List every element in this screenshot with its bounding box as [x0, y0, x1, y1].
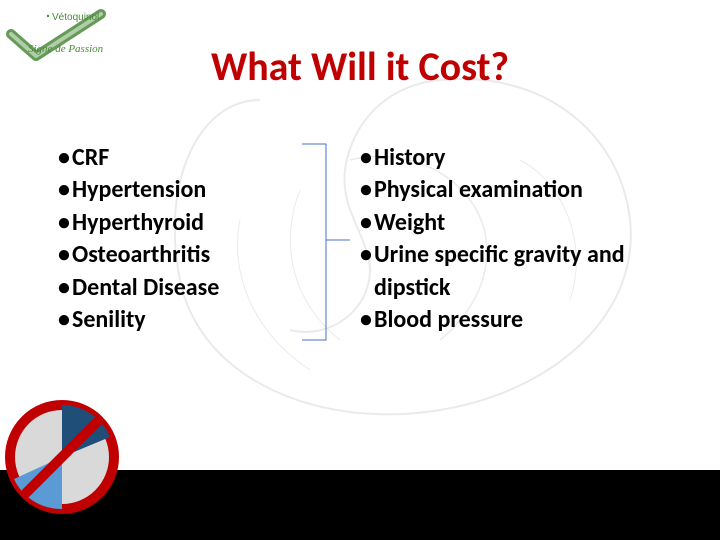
brand-tagline: Signe de Passion	[28, 43, 104, 55]
list-item-label: Weight	[374, 207, 690, 239]
list-item: •Blood pressure	[360, 304, 690, 336]
list-item-label: Senility	[72, 304, 318, 336]
list-item: •Hyperthyroid	[58, 207, 318, 239]
list-item-label: History	[374, 142, 690, 174]
list-item: •Urine specific gravity and dipstick	[360, 239, 690, 304]
list-item: •Senility	[58, 304, 318, 336]
bullet-icon: •	[360, 239, 374, 304]
bullet-icon: •	[360, 207, 374, 239]
bullet-icon: •	[360, 304, 374, 336]
list-item-label: Dental Disease	[72, 272, 318, 304]
bullet-icon: •	[58, 272, 72, 304]
brand-text: Vétoquinol	[52, 12, 99, 23]
list-item: •Osteoarthritis	[58, 239, 318, 271]
list-item: •Physical examination	[360, 174, 690, 206]
right-column: •History •Physical examination •Weight •…	[360, 142, 690, 336]
list-item: •Hypertension	[58, 174, 318, 206]
list-item-label: Blood pressure	[374, 304, 690, 336]
bullet-icon: •	[58, 239, 72, 271]
bullet-icon: •	[58, 304, 72, 336]
list-item: •Dental Disease	[58, 272, 318, 304]
corner-circle-icon	[2, 397, 122, 522]
list-item-label: CRF	[72, 142, 318, 174]
brand-logo: Vétoquinol Signe de Passion	[6, 6, 136, 69]
bullet-icon: •	[58, 207, 72, 239]
bullet-icon: •	[58, 174, 72, 206]
slide: Vétoquinol Signe de Passion What Will it…	[0, 0, 720, 540]
list-item-label: Hyperthyroid	[72, 207, 318, 239]
list-item-label: Hypertension	[72, 174, 318, 206]
left-column: •CRF •Hypertension •Hyperthyroid •Osteoa…	[58, 142, 318, 336]
list-item-label: Physical examination	[374, 174, 690, 206]
list-item-label: Urine specific gravity and dipstick	[374, 239, 690, 304]
list-item: •History	[360, 142, 690, 174]
bullet-icon: •	[360, 142, 374, 174]
bullet-icon: •	[58, 142, 72, 174]
list-item: •Weight	[360, 207, 690, 239]
bullet-icon: •	[360, 174, 374, 206]
list-item-label: Osteoarthritis	[72, 239, 318, 271]
list-item: •CRF	[58, 142, 318, 174]
